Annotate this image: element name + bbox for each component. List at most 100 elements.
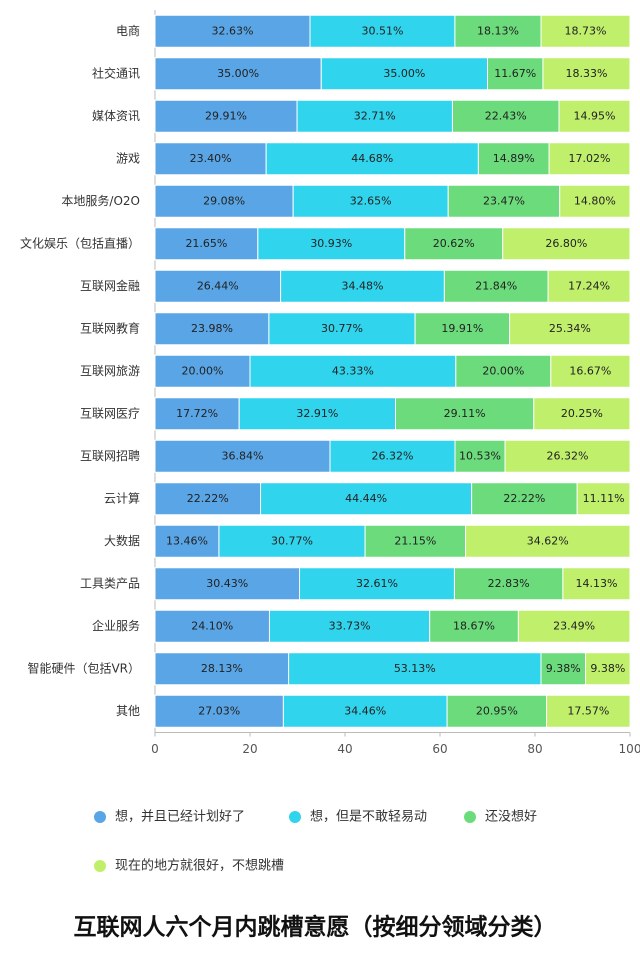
value-label: 11.67% <box>494 67 536 80</box>
category-label: 互联网招聘 <box>80 449 140 463</box>
bar-segment <box>559 184 631 218</box>
category-label: 媒体资讯 <box>92 109 140 123</box>
value-label: 23.49% <box>553 619 595 632</box>
bar-segment <box>288 652 542 686</box>
bar-segment <box>477 142 550 176</box>
bar-segment <box>550 354 631 388</box>
bar-segment <box>154 269 282 303</box>
bar-segment <box>443 269 549 303</box>
value-label: 17.24% <box>568 279 610 292</box>
value-label: 23.47% <box>483 194 525 207</box>
legend-label: 还没想好 <box>485 809 537 825</box>
value-label: 30.51% <box>361 24 403 37</box>
bar-segment <box>502 227 631 261</box>
bar-segment <box>154 184 294 218</box>
legend-label: 想，并且已经计划好了 <box>115 809 245 825</box>
legend-marker <box>94 811 106 823</box>
value-label: 22.43% <box>485 109 527 122</box>
category-label: 互联网医疗 <box>80 406 140 420</box>
bar-segment <box>282 694 448 728</box>
bar-segment <box>585 652 631 686</box>
value-label: 30.43% <box>206 577 248 590</box>
value-label: 34.46% <box>344 704 386 717</box>
value-label: 23.40% <box>190 152 232 165</box>
bar-segment <box>465 524 631 558</box>
x-tick-label: 100 <box>619 742 640 756</box>
bar-segment <box>154 524 220 558</box>
value-label: 23.98% <box>191 322 233 335</box>
value-label: 13.46% <box>166 534 208 547</box>
value-label: 27.03% <box>198 704 240 717</box>
value-label: 29.08% <box>203 194 245 207</box>
bar-segment <box>257 227 406 261</box>
value-label: 34.48% <box>342 279 384 292</box>
value-label: 21.15% <box>394 534 436 547</box>
value-label: 9.38% <box>546 662 581 675</box>
value-label: 14.80% <box>574 194 616 207</box>
value-label: 14.95% <box>574 109 616 122</box>
bar-segment <box>540 652 587 686</box>
value-label: 18.13% <box>477 24 519 37</box>
x-tick-label: 80 <box>527 742 542 756</box>
value-label: 17.57% <box>567 704 609 717</box>
bar-segment <box>265 142 479 176</box>
value-label: 25.34% <box>549 322 591 335</box>
category-label: 本地服务/O2O <box>61 193 140 208</box>
bar-segment <box>292 184 449 218</box>
bar-segment <box>509 312 631 346</box>
value-label: 20.62% <box>433 237 475 250</box>
bar-segment <box>154 609 270 643</box>
value-label: 21.84% <box>475 279 517 292</box>
bar-segment <box>260 482 473 516</box>
value-label: 14.89% <box>493 152 535 165</box>
value-label: 32.71% <box>354 109 396 122</box>
bar-segment <box>154 312 270 346</box>
bar-segment <box>533 397 631 431</box>
category-label: 文化娱乐（包括直播） <box>20 235 140 250</box>
bar-segment <box>504 439 631 473</box>
value-label: 9.38% <box>590 662 625 675</box>
category-label: 大数据 <box>104 533 140 548</box>
bar-segment <box>562 567 631 601</box>
value-label: 18.33% <box>565 67 607 80</box>
category-label: 游戏 <box>116 151 140 165</box>
value-label: 17.02% <box>569 152 611 165</box>
value-label: 34.62% <box>527 534 569 547</box>
bar-segment <box>517 609 631 643</box>
value-label: 30.77% <box>271 534 313 547</box>
value-label: 22.83% <box>488 577 530 590</box>
value-label: 32.63% <box>212 24 254 37</box>
value-label: 20.00% <box>182 364 224 377</box>
bar-segment <box>268 609 431 643</box>
value-label: 20.25% <box>561 407 603 420</box>
bar-segment <box>429 609 519 643</box>
category-label: 社交通讯 <box>92 65 140 80</box>
x-tick-label: 20 <box>242 742 257 756</box>
category-label: 电商 <box>116 23 140 38</box>
x-tick-label: 0 <box>151 742 159 756</box>
legend-label: 想，但是不敢轻易动 <box>310 809 427 825</box>
value-label: 26.32% <box>372 449 414 462</box>
value-label: 53.13% <box>394 662 436 675</box>
category-label: 互联网旅游 <box>80 364 140 378</box>
value-label: 29.11% <box>444 407 486 420</box>
value-label: 16.67% <box>569 364 611 377</box>
bar-segment <box>154 652 290 686</box>
bar-segment <box>454 439 506 473</box>
bar-segment <box>238 397 396 431</box>
value-label: 36.84% <box>222 449 264 462</box>
x-tick-label: 40 <box>337 742 352 756</box>
bar-segment <box>487 57 544 91</box>
category-label: 其他 <box>116 704 140 718</box>
value-label: 44.44% <box>345 492 387 505</box>
bar-segment <box>268 312 416 346</box>
value-label: 32.65% <box>350 194 392 207</box>
category-label: 智能硬件（包括VR） <box>27 660 140 675</box>
value-label: 30.77% <box>321 322 363 335</box>
value-label: 35.00% <box>217 67 259 80</box>
value-label: 32.91% <box>296 407 338 420</box>
bar-segment <box>249 354 457 388</box>
value-label: 33.73% <box>329 619 371 632</box>
bar-segment <box>154 99 298 133</box>
bar-segment <box>299 567 455 601</box>
